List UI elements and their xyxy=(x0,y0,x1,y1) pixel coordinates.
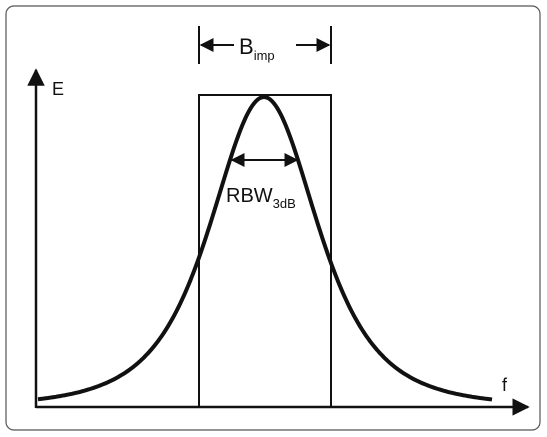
bimp-sub: imp xyxy=(254,48,275,63)
frame xyxy=(5,5,541,431)
ideal-filter xyxy=(198,94,332,408)
filter-curve xyxy=(37,94,493,402)
rbw-main: RBW xyxy=(226,185,273,207)
rbw-label: RBW3dB xyxy=(226,185,296,211)
x-axis-label: f xyxy=(502,375,508,395)
bimp-main: B xyxy=(239,34,254,59)
rbw-sub: 3dB xyxy=(273,196,296,211)
bimp-label: Bimp xyxy=(239,34,275,63)
y-axis-label: E xyxy=(52,79,64,99)
